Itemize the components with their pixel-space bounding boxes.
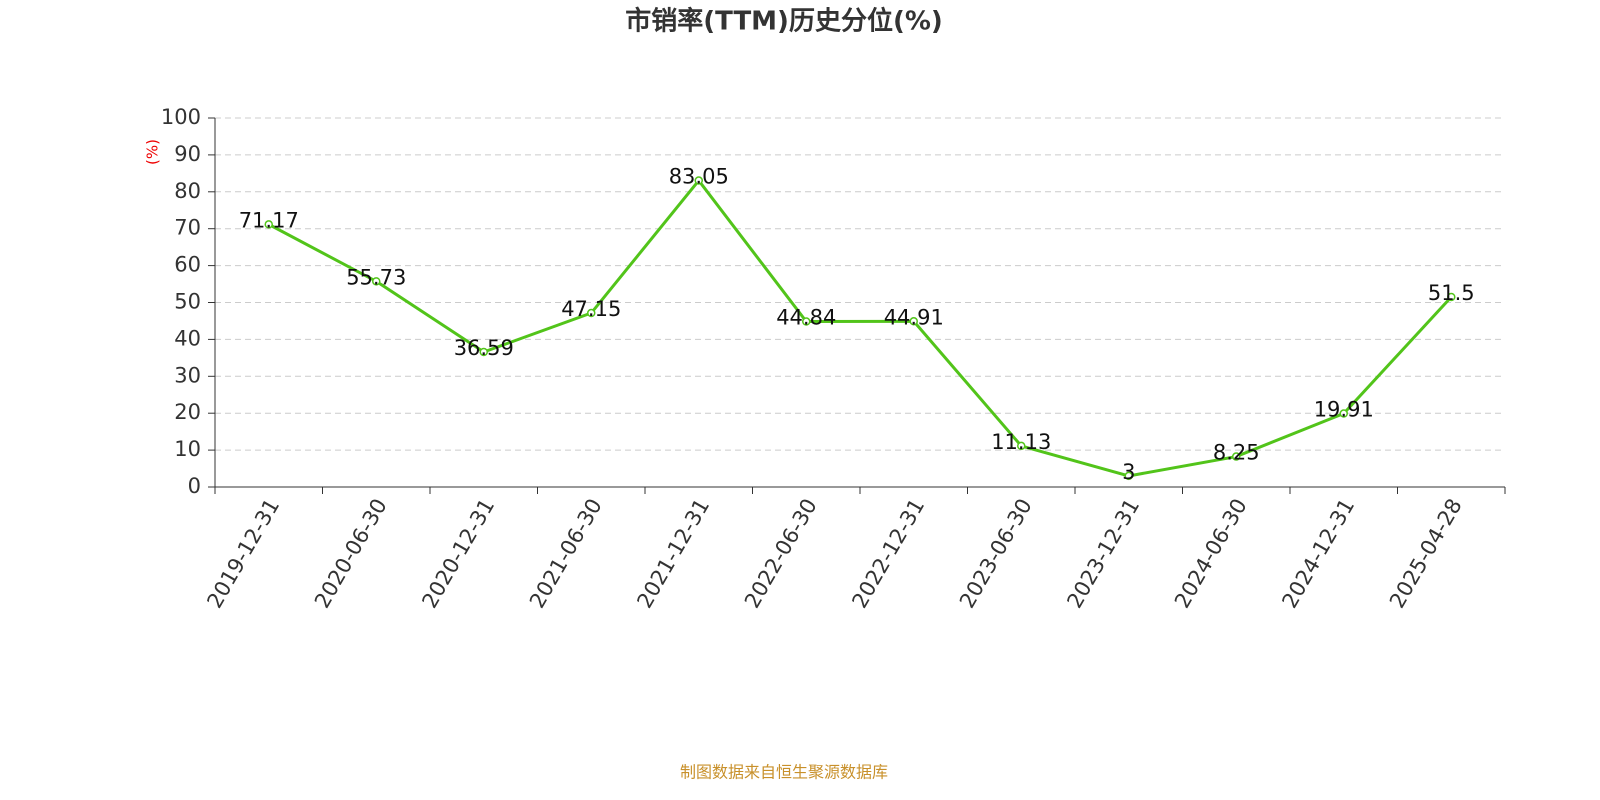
y-tick-label: 100 [161,105,201,129]
data-point [909,317,918,326]
x-tick-label: 2023-06-30 [955,495,1037,613]
x-tick-label: 2024-12-31 [1277,495,1359,613]
data-label: 3 [1122,460,1135,484]
data-label: 83.05 [669,165,729,189]
chart-title: 市销率(TTM)历史分位(%) [625,6,943,37]
y-tick-label: 90 [174,142,201,166]
data-label: 55.73 [346,265,406,289]
source-note: 制图数据来自恒生聚源数据库 [680,763,888,782]
x-tick-label: 2025-04-28 [1385,495,1467,613]
data-label: 47.15 [561,297,621,321]
y-tick-label: 80 [174,179,201,203]
data-label: 44.91 [884,305,944,329]
x-tick-label: 2024-06-30 [1170,495,1252,613]
y-tick-label: 40 [174,326,201,350]
data-label: 11.13 [991,430,1051,454]
y-axis-label: (%) [144,139,162,165]
data-label: 71.17 [239,208,299,232]
x-tick-label: 2021-06-30 [525,495,607,613]
data-point [1232,452,1241,461]
x-tick-label: 2023-12-31 [1062,495,1144,613]
data-point [479,347,488,357]
data-label: 36.59 [454,336,514,360]
data-point [1339,409,1348,418]
data-label: 51.5 [1428,281,1475,305]
y-tick-label: 70 [174,216,201,240]
data-point [264,220,273,229]
data-point [802,317,811,326]
x-tick-label: 2020-12-31 [417,495,499,613]
data-point [587,308,596,318]
data-label: 19.91 [1314,398,1374,422]
x-tick-label: 2021-12-31 [632,495,714,613]
data-point [372,277,381,286]
y-tick-label: 60 [174,253,201,277]
y-tick-label: 30 [174,363,201,387]
y-tick-label: 10 [174,437,201,461]
x-tick-label: 2020-06-30 [310,495,392,613]
data-point [1124,471,1133,481]
data-line [268,178,1453,478]
data-point [1447,292,1456,302]
y-tick-label: 0 [188,474,201,498]
y-tick-label: 20 [174,400,201,424]
x-tick-label: 2019-12-31 [202,495,284,613]
data-label: 8.25 [1213,441,1260,465]
x-tick-label: 2022-12-31 [847,495,929,613]
data-label: 44.84 [776,306,836,330]
x-tick-label: 2022-06-30 [740,495,822,613]
data-point [1017,441,1026,451]
data-point [694,176,703,185]
y-tick-label: 50 [174,290,201,314]
